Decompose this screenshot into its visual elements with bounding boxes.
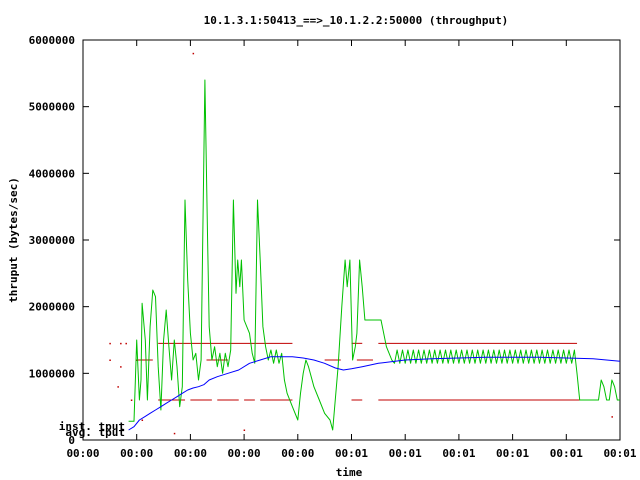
scatter-point: [117, 386, 119, 388]
y-axis-ticks: 0 1000000 2000000 3000000 4000000 5000000 6000…: [29, 34, 620, 447]
scatter-point: [141, 419, 144, 421]
reference-segments: [136, 342, 599, 401]
x-tick-label: 00:01: [389, 447, 422, 460]
x-tick-label: 00:00: [228, 447, 261, 460]
series-line-avg-tput: [128, 356, 621, 431]
x-tick-label: 00:01: [603, 447, 636, 460]
y-tick-label: 2000000: [29, 301, 75, 314]
y-tick-label: 1000000: [29, 367, 75, 380]
scatter-point: [109, 359, 111, 361]
series-lines: [128, 79, 621, 431]
scatter-point: [120, 366, 122, 368]
chart-title: 10.1.3.1:50413_==>_10.1.2.2:50000 (throu…: [204, 14, 509, 27]
x-tick-label: 00:01: [550, 447, 583, 460]
scatter-point: [136, 359, 138, 361]
x-tick-label: 00:00: [66, 447, 99, 460]
scatter-point: [192, 52, 195, 55]
scatter-point: [130, 399, 133, 401]
y-tick-label: 6000000: [29, 34, 75, 47]
legend-label: inst. tput: [59, 420, 125, 433]
x-tick-label: 00:00: [281, 447, 314, 460]
y-tick-label: 5000000: [29, 101, 75, 114]
y-tick-label: 3000000: [29, 234, 75, 247]
scatter-points: [109, 52, 613, 435]
scatter-point: [243, 429, 246, 431]
y-tick-label: 4000000: [29, 167, 75, 180]
scatter-point: [173, 432, 176, 435]
x-axis-label: time: [336, 466, 363, 479]
x-tick-label: 00:01: [335, 447, 368, 460]
x-tick-label: 00:00: [174, 447, 207, 460]
x-tick-label: 00:01: [442, 447, 475, 460]
legend-label: avg. tput: [65, 426, 125, 439]
plot-area-frame: [82, 39, 621, 441]
x-axis-ticks: 00:00 00:00 00:00 00:00 00:00 00:01 00:01 00:01…: [66, 40, 637, 460]
scatter-point: [120, 342, 122, 345]
scatter-point: [611, 416, 613, 418]
y-axis-label: thruput (bytes/sec): [7, 177, 20, 303]
y-tick-label: 0: [68, 434, 75, 447]
x-tick-label: 00:01: [496, 447, 529, 460]
scatter-point: [125, 342, 127, 345]
series-line-inst-tput: [128, 79, 620, 431]
x-tick-label: 00:00: [120, 447, 153, 460]
scatter-point: [109, 342, 111, 345]
